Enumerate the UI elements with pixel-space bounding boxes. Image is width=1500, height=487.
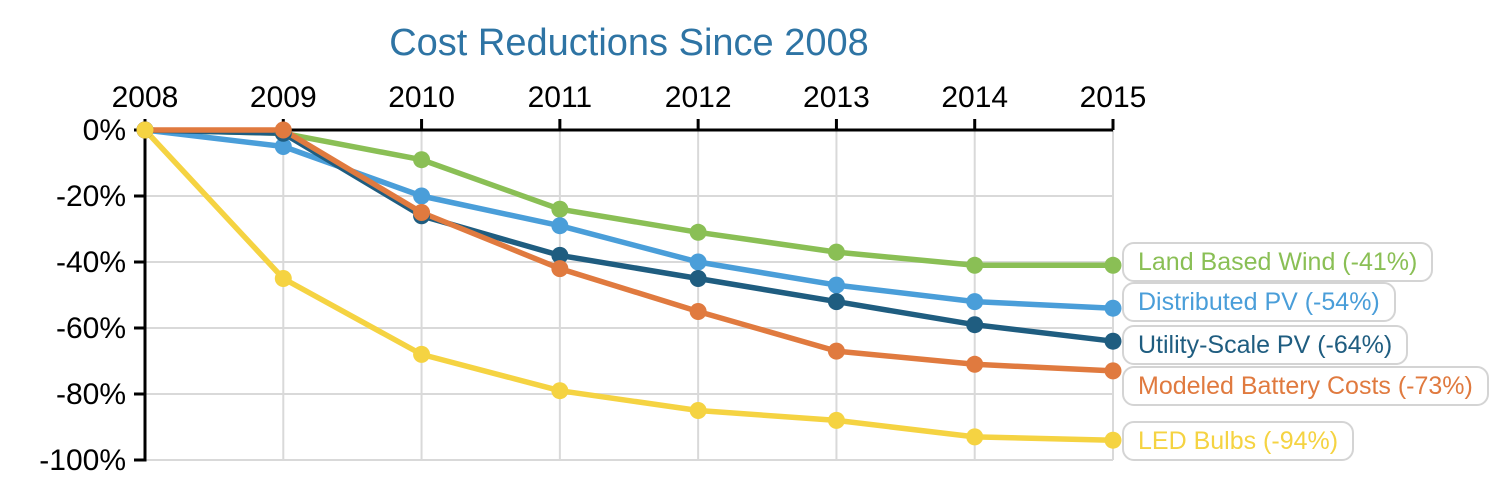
legend-item-label: Land Based Wind (-41%)	[1138, 247, 1418, 276]
data-point	[1104, 362, 1122, 380]
data-point	[413, 187, 431, 205]
data-point	[274, 138, 292, 155]
legend-item-label: LED Bulbs (-94%)	[1138, 426, 1339, 455]
data-point	[966, 355, 984, 373]
data-point	[1104, 431, 1122, 449]
series-line	[142, 127, 1116, 443]
x-tick-label: 2011	[528, 81, 593, 114]
data-point	[1104, 256, 1122, 274]
legend-item-label: Distributed PV (-54%)	[1138, 287, 1380, 316]
data-point	[689, 253, 707, 271]
y-tick-label: -40%	[56, 246, 126, 279]
data-point	[551, 260, 569, 278]
data-point	[966, 256, 984, 274]
legend-item-label: Utility-Scale PV (-64%)	[1138, 330, 1393, 359]
x-tick-label: 2013	[803, 81, 870, 114]
data-point	[274, 121, 292, 139]
x-tick-label: 2009	[250, 81, 317, 114]
series-line	[142, 127, 1116, 269]
data-point	[413, 204, 431, 221]
series-line	[142, 127, 1116, 374]
series-line	[142, 127, 1116, 344]
legend-item: Utility-Scale PV (-64%)	[1122, 325, 1409, 365]
legend-item: Distributed PV (-54%)	[1122, 282, 1396, 322]
data-point	[827, 293, 845, 311]
y-tick-label: -100%	[39, 444, 126, 477]
data-point	[551, 200, 569, 218]
data-point	[689, 303, 707, 320]
x-tick-label: 2008	[112, 81, 179, 114]
x-tick-label: 2015	[1080, 81, 1147, 114]
data-point	[551, 246, 569, 264]
legend-item: LED Bulbs (-94%)	[1122, 421, 1355, 461]
data-point	[413, 345, 431, 363]
series-line	[142, 127, 1116, 311]
data-point	[966, 293, 984, 311]
data-point	[413, 151, 431, 169]
legend-item-label: Modeled Battery Costs (-73%)	[1138, 371, 1473, 400]
y-tick-label: 0%	[83, 114, 126, 147]
data-point	[827, 342, 845, 360]
data-point	[966, 428, 984, 446]
data-point	[1104, 299, 1122, 317]
legend-item: Modeled Battery Costs (-73%)	[1122, 366, 1489, 406]
data-point	[827, 411, 845, 429]
data-point	[1104, 332, 1122, 350]
data-point	[136, 121, 154, 139]
chart-title: Cost Reductions Since 2008	[389, 22, 869, 64]
data-point	[689, 223, 707, 241]
legend-item: Land Based Wind (-41%)	[1122, 242, 1434, 282]
data-point	[689, 270, 707, 287]
x-tick-label: 2012	[665, 81, 732, 114]
y-tick-label: -60%	[56, 312, 126, 345]
data-point	[551, 217, 569, 235]
x-tick-label: 2010	[388, 81, 455, 114]
y-tick-label: -80%	[56, 378, 126, 411]
y-tick-label: -20%	[56, 180, 126, 213]
data-point	[827, 276, 845, 294]
data-point	[827, 243, 845, 261]
x-tick-label: 2014	[941, 81, 1008, 114]
data-point	[274, 270, 292, 287]
data-point	[689, 402, 707, 419]
data-point	[551, 382, 569, 400]
data-point	[966, 316, 984, 334]
